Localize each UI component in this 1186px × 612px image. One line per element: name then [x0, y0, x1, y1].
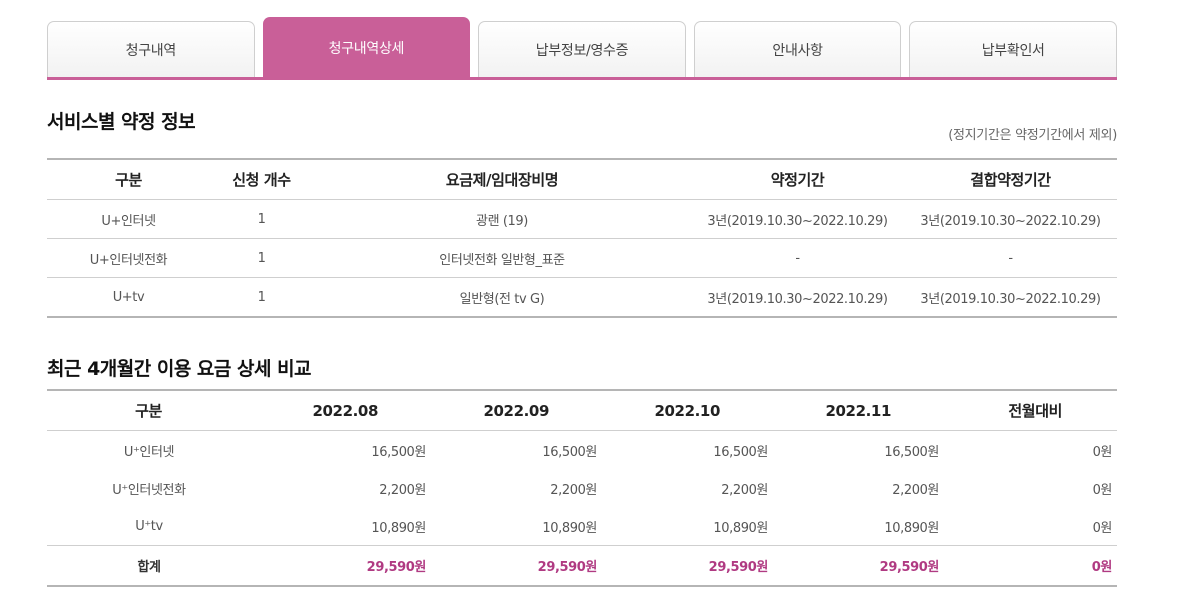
amount-cell: 10,890원: [713, 520, 768, 536]
amount-cell: 2,200원: [550, 482, 597, 498]
usage-section-title: 최근 4개월간 이용 요금 상세 비교: [47, 358, 312, 380]
contract-period-cell: -: [691, 238, 904, 278]
contract-section-header: 서비스별 약정 정보 (정지기간은 약정기간에서 제외): [47, 101, 1117, 143]
table-header-row: 구분 2022.08 2022.09 2022.10 2022.11 전월대비: [47, 390, 1117, 431]
col-header-count: 신청 개수: [210, 159, 313, 200]
amount-cell: 2,200원: [892, 482, 939, 498]
amount-cell: 10,890원: [371, 520, 426, 536]
amount-cell: 2,200원: [379, 482, 426, 498]
bill-detail-panel: 청구내역 청구내역상세 납부정보/영수증 안내사항 납부확인서 서비스별 약정 …: [47, 17, 1117, 587]
count-cell: 1: [257, 289, 266, 305]
total-diff-cell: 0원: [944, 545, 1117, 586]
col-header-contract-period: 약정기간: [691, 159, 904, 200]
col-header-month: 2022.11: [773, 390, 944, 431]
col-header-month: 2022.08: [250, 390, 431, 431]
tab-notice[interactable]: 안내사항: [693, 21, 902, 77]
table-row: U+인터넷 1 광랜 (19) 3년(2019.10.30~2022.10.29…: [47, 199, 1117, 239]
amount-cell: 10,890원: [884, 520, 939, 536]
tab-payment-receipt[interactable]: 납부정보/영수증: [478, 21, 686, 77]
tab-billing-detail[interactable]: 청구내역상세: [262, 17, 471, 77]
service-name: U⁺인터넷: [123, 444, 175, 460]
col-header-month: 2022.09: [431, 390, 602, 431]
service-name: U+tv: [112, 289, 145, 305]
table-row: U⁺인터넷전화 2,200원 2,200원 2,200원 2,200원 0원: [47, 469, 1117, 507]
amount-cell: 16,500원: [713, 444, 768, 460]
plan-cell: 광랜 (19): [313, 199, 691, 239]
bundle-period-cell: -: [904, 238, 1117, 278]
col-header-plan: 요금제/임대장비명: [313, 159, 691, 200]
table-header-row: 구분 신청 개수 요금제/임대장비명 약정기간 결합약정기간: [47, 159, 1117, 200]
total-amount-cell: 29,590원: [250, 545, 431, 586]
total-amount-cell: 29,590원: [431, 545, 602, 586]
total-row: 합계 29,590원 29,590원 29,590원 29,590원 0원: [47, 545, 1117, 586]
service-name: U⁺tv: [135, 518, 163, 534]
col-header-category: 구분: [47, 159, 210, 200]
contract-section-title: 서비스별 약정 정보: [47, 111, 196, 133]
table-row: U+tv 1 일반형(전 tv G) 3년(2019.10.30~2022.10…: [47, 278, 1117, 318]
bundle-period-cell: 3년(2019.10.30~2022.10.29): [920, 291, 1101, 307]
usage-table: 구분 2022.08 2022.09 2022.10 2022.11 전월대비 …: [47, 389, 1117, 587]
col-header-bundle-period: 결합약정기간: [904, 159, 1117, 200]
service-name: U+인터넷전화: [47, 238, 210, 278]
tab-billing-history[interactable]: 청구내역: [47, 21, 255, 77]
service-name: U+인터넷: [47, 199, 210, 239]
count-cell: 1: [210, 199, 313, 239]
usage-section-header: 최근 4개월간 이용 요금 상세 비교: [47, 348, 1117, 389]
count-cell: 1: [210, 238, 313, 278]
service-name: U⁺인터넷전화: [112, 482, 186, 498]
amount-cell: 2,200원: [721, 482, 768, 498]
diff-cell: 0원: [1092, 520, 1113, 536]
total-amount-cell: 29,590원: [773, 545, 944, 586]
diff-cell: 0원: [1092, 482, 1113, 498]
tab-payment-certificate[interactable]: 납부확인서: [909, 21, 1117, 77]
contract-table: 구분 신청 개수 요금제/임대장비명 약정기간 결합약정기간 U+인터넷 1 광…: [47, 158, 1117, 318]
tab-bar: 청구내역 청구내역상세 납부정보/영수증 안내사항 납부확인서: [47, 17, 1117, 80]
total-label: 합계: [47, 545, 250, 586]
bundle-period-cell: 3년(2019.10.30~2022.10.29): [904, 199, 1117, 239]
contract-period-cell: 3년(2019.10.30~2022.10.29): [707, 291, 888, 307]
table-row: U+인터넷전화 1 인터넷전화 일반형_표준 - -: [47, 238, 1117, 278]
contract-section-note: (정지기간은 약정기간에서 제외): [948, 128, 1117, 143]
col-header-month: 2022.10: [602, 390, 773, 431]
amount-cell: 16,500원: [542, 444, 597, 460]
col-header-month-compare: 전월대비: [944, 390, 1117, 431]
table-row: U⁺tv 10,890원 10,890원 10,890원 10,890원 0원: [47, 507, 1117, 546]
contract-period-cell: 3년(2019.10.30~2022.10.29): [691, 199, 904, 239]
amount-cell: 16,500원: [371, 444, 426, 460]
col-header-category: 구분: [47, 390, 250, 431]
amount-cell: 10,890원: [542, 520, 597, 536]
total-amount-cell: 29,590원: [602, 545, 773, 586]
table-row: U⁺인터넷 16,500원 16,500원 16,500원 16,500원 0원: [47, 431, 1117, 470]
plan-cell: 일반형(전 tv G): [459, 291, 545, 307]
plan-cell: 인터넷전화 일반형_표준: [313, 238, 691, 278]
diff-cell: 0원: [1092, 444, 1113, 460]
amount-cell: 16,500원: [884, 444, 939, 460]
